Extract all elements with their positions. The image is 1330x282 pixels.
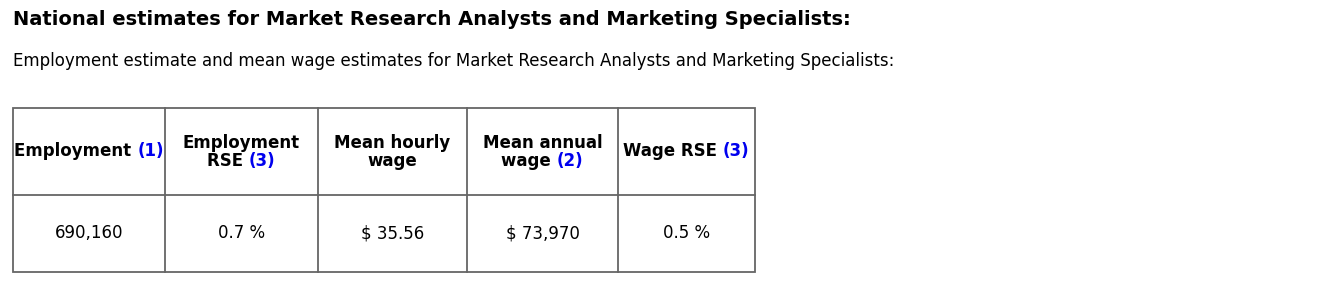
Text: Employment: Employment	[15, 142, 137, 160]
Text: Wage RSE: Wage RSE	[624, 142, 724, 160]
Text: 0.5 %: 0.5 %	[662, 224, 710, 243]
Text: $ 35.56: $ 35.56	[360, 224, 424, 243]
Text: 0.7 %: 0.7 %	[218, 224, 265, 243]
Text: (1): (1)	[137, 142, 164, 160]
Text: Mean annual: Mean annual	[483, 133, 602, 151]
Text: 690,160: 690,160	[55, 224, 124, 243]
Text: wage: wage	[501, 151, 557, 169]
Text: Mean hourly: Mean hourly	[334, 133, 451, 151]
Text: (3): (3)	[724, 142, 750, 160]
Text: RSE: RSE	[207, 151, 249, 169]
Text: Employment estimate and mean wage estimates for Market Research Analysts and Mar: Employment estimate and mean wage estima…	[13, 52, 894, 70]
Text: wage: wage	[367, 151, 418, 169]
Text: National estimates for Market Research Analysts and Marketing Specialists:: National estimates for Market Research A…	[13, 10, 851, 29]
Text: Employment: Employment	[184, 133, 301, 151]
Bar	[13, 108, 755, 272]
Text: (3): (3)	[249, 151, 275, 169]
Text: (2): (2)	[557, 151, 584, 169]
Text: $ 73,970: $ 73,970	[505, 224, 580, 243]
